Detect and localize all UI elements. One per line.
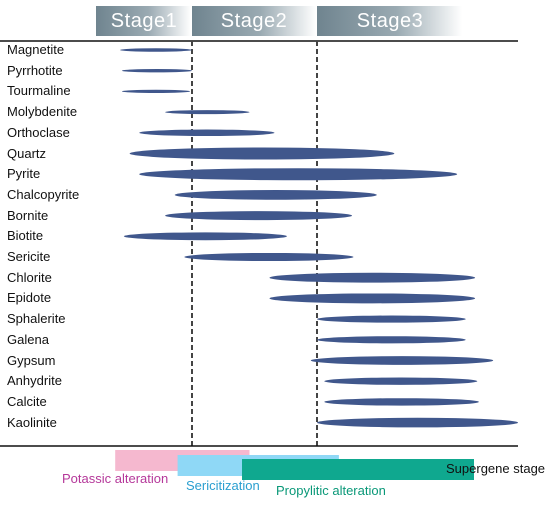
bar-molybdenite <box>165 110 250 115</box>
bar-anhydrite <box>324 377 478 385</box>
mineral-bars <box>120 48 518 428</box>
propylitic-alteration-bar <box>242 459 474 480</box>
bar-bornite <box>165 211 353 221</box>
mineral-label-calcite: Calcite <box>7 393 47 409</box>
stage-1-header <box>96 6 191 36</box>
mineral-label-chlorite: Chlorite <box>7 269 52 285</box>
bar-gypsum <box>310 356 494 365</box>
stage-3-label: Stage3 <box>356 10 424 32</box>
mineral-label-chalcopyrite: Chalcopyrite <box>7 186 80 202</box>
bar-galena <box>317 336 466 344</box>
bar-orthoclase <box>139 129 275 137</box>
potassic-alteration-label: Potassic alteration <box>62 471 169 486</box>
bar-sericite <box>184 252 354 262</box>
mineral-label-magnetite: Magnetite <box>7 42 65 57</box>
bar-chalcopyrite <box>174 190 377 200</box>
sericitization-label: Sericitization <box>186 478 260 493</box>
stage-2-header <box>192 6 316 36</box>
stage-2-label: Stage2 <box>220 10 288 32</box>
alteration-bars <box>115 450 474 480</box>
bar-kaolinite <box>317 417 518 428</box>
mineral-label-biotite: Biotite <box>7 228 44 244</box>
mineral-label-epidote: Epidote <box>7 290 52 306</box>
bar-sphalerite <box>317 315 466 323</box>
bar-calcite <box>324 398 479 406</box>
supergene-stage-label: Supergene stage <box>446 461 546 476</box>
bar-chlorite <box>269 272 476 283</box>
bar-quartz <box>129 147 395 160</box>
stage-dividers <box>191 41 318 446</box>
bar-magnetite <box>120 48 192 52</box>
stage-1-label: Stage1 <box>110 10 178 32</box>
mineral-label-pyrite: Pyrite <box>7 166 41 182</box>
bar-tourmaline <box>121 89 191 94</box>
bar-pyrrhotite <box>121 69 192 73</box>
stage-3-header <box>317 6 462 36</box>
mineral-label-sericite: Sericite <box>7 249 51 264</box>
bar-biotite <box>123 232 287 241</box>
bar-pyrite <box>139 168 458 181</box>
mineral-label-gypsum: Gypsum <box>7 352 56 368</box>
mineral-label-pyrrhotite: Pyrrhotite <box>7 62 63 78</box>
mineral-label-galena: Galena <box>7 331 49 347</box>
propylitic-alteration-label: Propylitic alteration <box>276 483 386 498</box>
mineral-label-molybdenite: Molybdenite <box>7 104 78 120</box>
mineral-label-kaolinite: Kaolinite <box>7 414 57 430</box>
mineral-label-tourmaline: Tourmaline <box>7 83 71 99</box>
bar-epidote <box>269 293 476 304</box>
mineral-label-quartz: Quartz <box>7 145 47 161</box>
mineral-label-sphalerite: Sphalerite <box>7 311 66 327</box>
mineral-label-anhydrite: Anhydrite <box>7 373 62 389</box>
mineral-label-bornite: Bornite <box>7 207 49 223</box>
mineral-label-orthoclase: Orthoclase <box>7 124 70 140</box>
stage-headers <box>96 6 462 36</box>
